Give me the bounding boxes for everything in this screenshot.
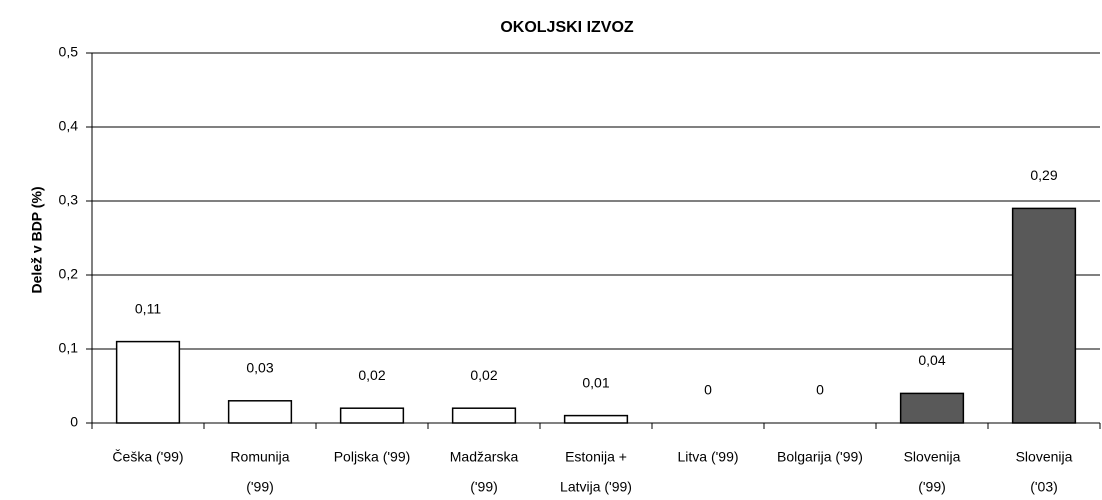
y-tick-label: 0	[70, 414, 78, 430]
data-label: 0,02	[358, 367, 385, 383]
x-tick-label: Romunija	[230, 449, 289, 465]
data-label: 0,04	[918, 352, 945, 368]
data-label: 0,01	[582, 374, 609, 390]
y-tick-label: 0,4	[59, 118, 79, 134]
x-tick-label: ('99)	[470, 479, 498, 495]
x-tick-label: Madžarska	[450, 449, 519, 465]
chart-title: OKOLJSKI IZVOZ	[500, 19, 634, 36]
bar	[899, 392, 965, 424]
x-tick-label: Estonija +	[565, 449, 627, 465]
x-tick-label: Slovenija	[904, 449, 961, 465]
data-label: 0	[816, 382, 824, 398]
y-axis-label: Delež v BDP (%)	[29, 186, 45, 293]
x-tick-label: ('99)	[246, 479, 274, 495]
x-tick-label: Litva ('99)	[677, 449, 738, 465]
y-tick-label: 0,3	[59, 192, 79, 208]
data-label: 0,02	[470, 367, 497, 383]
bar	[115, 340, 181, 424]
bar	[339, 407, 405, 424]
x-tick-label: Češka ('99)	[112, 449, 183, 465]
data-label: 0,29	[1030, 167, 1057, 183]
data-label: 0,03	[246, 360, 273, 376]
y-tick-label: 0,5	[59, 44, 79, 60]
y-tick-label: 0,1	[59, 340, 79, 356]
bar	[1011, 207, 1077, 424]
data-label: 0,11	[135, 300, 161, 316]
bar	[563, 414, 629, 424]
bar	[227, 400, 293, 424]
x-tick-label: ('99)	[918, 479, 946, 495]
data-label: 0	[704, 382, 712, 398]
x-tick-label: Slovenija	[1016, 449, 1073, 465]
x-tick-label: Bolgarija ('99)	[777, 449, 863, 465]
x-tick-label: ('03)	[1030, 479, 1058, 495]
bar	[451, 407, 517, 424]
x-tick-label: Poljska ('99)	[334, 449, 411, 465]
x-tick-label: Latvija ('99)	[560, 479, 632, 495]
y-tick-label: 0,2	[59, 266, 79, 282]
